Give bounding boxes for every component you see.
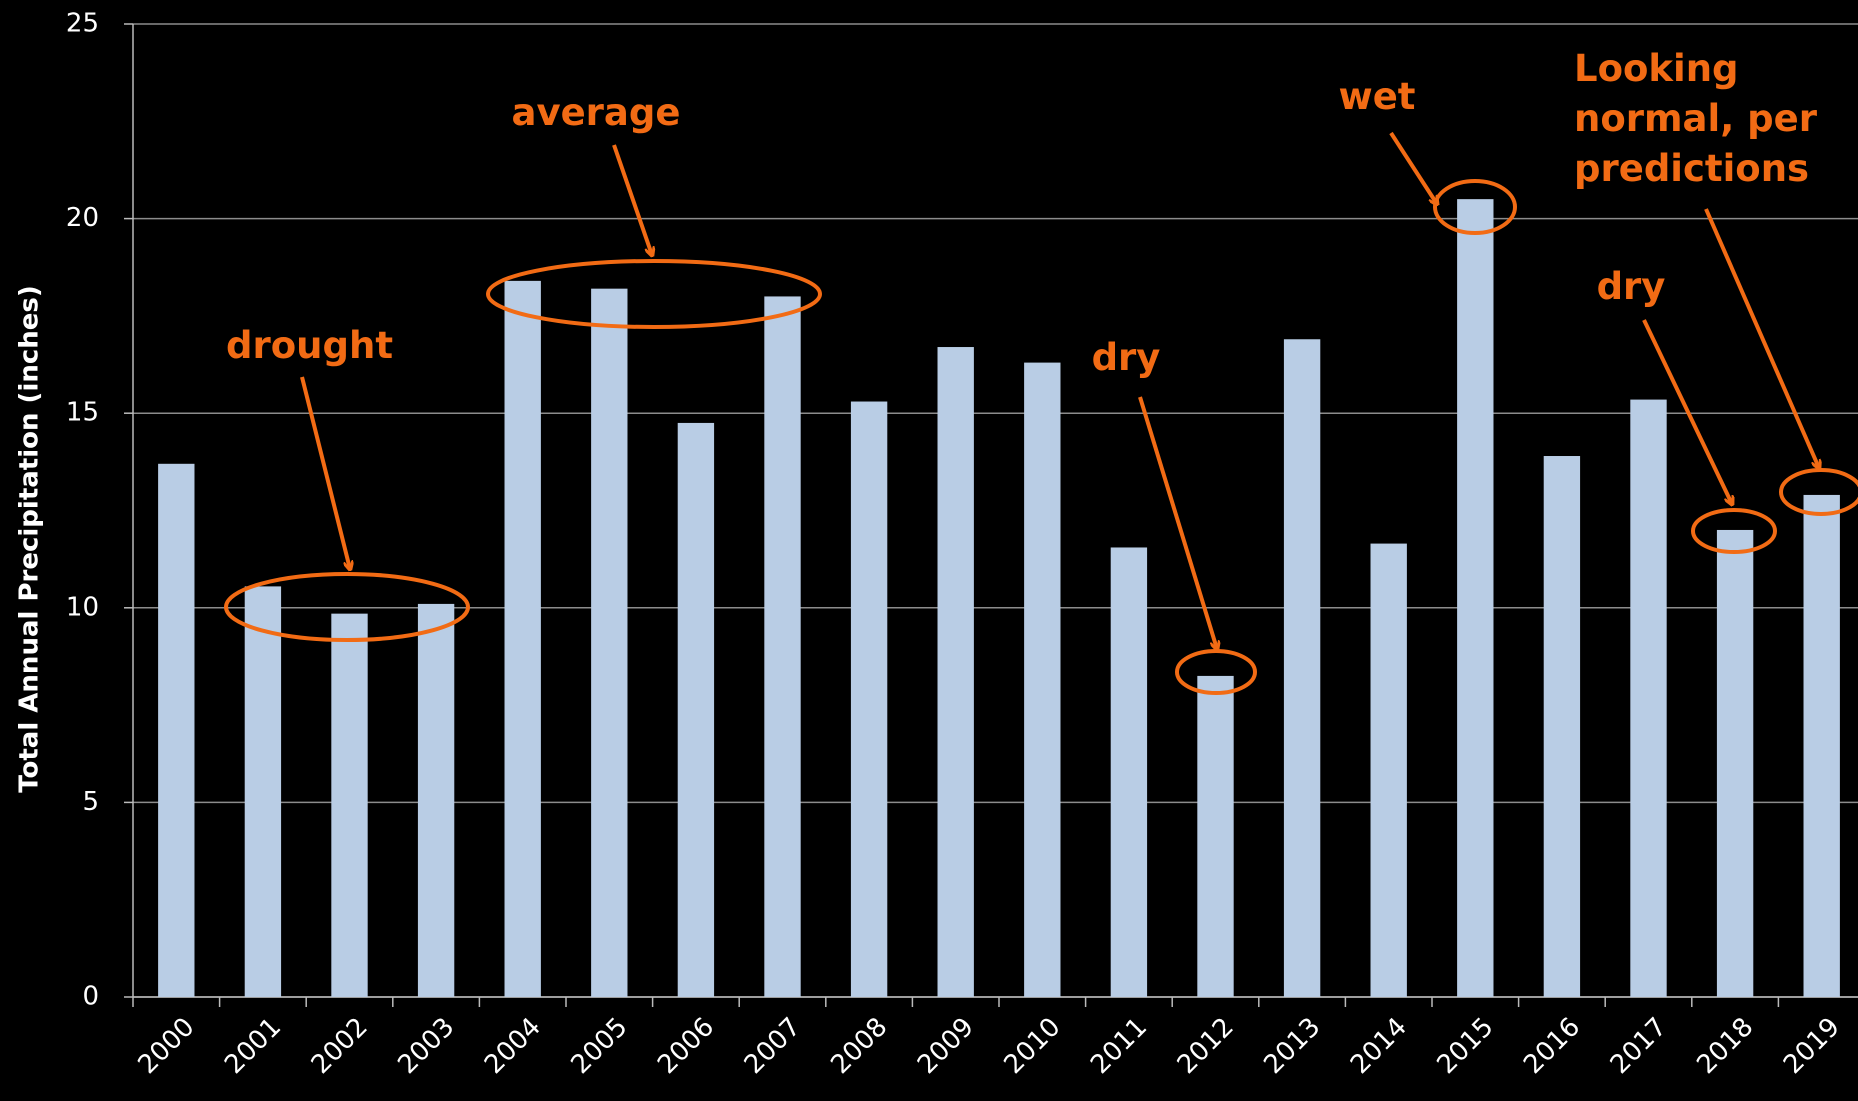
x-tick-label: 2016	[1518, 1012, 1586, 1080]
x-tick-label: 2000	[133, 1012, 201, 1080]
arrow	[300, 376, 350, 569]
x-tick-label: 2001	[219, 1012, 287, 1080]
highlight-ellipse	[1691, 508, 1777, 554]
y-tick-label: 10	[66, 592, 99, 622]
bar	[1370, 543, 1407, 997]
arrow	[612, 144, 652, 255]
bar	[1630, 399, 1667, 997]
x-tick-label: 2009	[912, 1012, 980, 1080]
bar	[937, 347, 974, 997]
x-tick-label: 2010	[999, 1012, 1067, 1080]
annotation: average	[511, 91, 681, 134]
y-tick-label: 20	[66, 203, 99, 233]
x-tick-label: 2012	[1172, 1012, 1240, 1080]
highlight-ellipse	[1433, 179, 1517, 235]
y-axis-label: Total Annual Precipitation (inches)	[15, 285, 45, 793]
x-tick-label: 2004	[479, 1012, 547, 1080]
y-tick-label: 15	[66, 398, 99, 428]
x-tick-label: 2008	[825, 1012, 893, 1080]
y-tick-label: 5	[82, 787, 99, 817]
x-tick-label: 2006	[652, 1012, 720, 1080]
bar	[764, 296, 801, 997]
bar	[1803, 494, 1840, 997]
annotation: dry	[1596, 265, 1666, 308]
highlight-ellipse	[1779, 468, 1858, 516]
bar	[331, 613, 368, 997]
bar	[158, 463, 195, 997]
x-tick-label: 2018	[1691, 1012, 1759, 1080]
bar	[1110, 547, 1148, 997]
arrow	[1704, 208, 1819, 468]
annotation: Looking normal, per predictions	[1574, 47, 1817, 190]
bar	[417, 603, 455, 997]
x-tick-label: 2005	[566, 1012, 634, 1080]
bar	[1024, 362, 1061, 997]
x-tick-label: 2007	[739, 1012, 807, 1080]
bar	[677, 422, 715, 997]
x-tick-label: 2014	[1345, 1012, 1413, 1080]
annotation: wet	[1338, 75, 1416, 118]
highlight-ellipse	[224, 572, 470, 642]
x-tick-label: 2019	[1778, 1012, 1846, 1080]
y-tick-label: 0	[82, 982, 99, 1012]
highlight-ellipse	[1175, 649, 1257, 695]
x-tick-label: 2013	[1258, 1012, 1326, 1080]
annotation: drought	[226, 324, 394, 367]
bar	[504, 280, 541, 997]
highlight-ellipse	[486, 259, 822, 329]
x-tick-label: 2003	[392, 1012, 460, 1080]
x-tick-label: 2015	[1432, 1012, 1500, 1080]
x-tick-label: 2002	[306, 1012, 374, 1080]
annotation-shapes	[224, 131, 1858, 695]
arrow	[1389, 131, 1437, 204]
bar	[244, 586, 282, 997]
x-tick-label: 2017	[1605, 1012, 1673, 1080]
x-tick-label: 2011	[1085, 1012, 1153, 1080]
y-tick-label: 25	[66, 9, 99, 39]
bar	[1283, 339, 1321, 997]
arrow	[1138, 396, 1217, 649]
arrow	[1642, 319, 1732, 504]
bar	[1197, 675, 1234, 997]
bar	[591, 288, 628, 997]
bar	[1543, 456, 1581, 998]
bar	[1457, 199, 1494, 997]
annotation: dry	[1091, 336, 1161, 379]
bar	[1716, 529, 1754, 997]
bar	[850, 401, 888, 997]
